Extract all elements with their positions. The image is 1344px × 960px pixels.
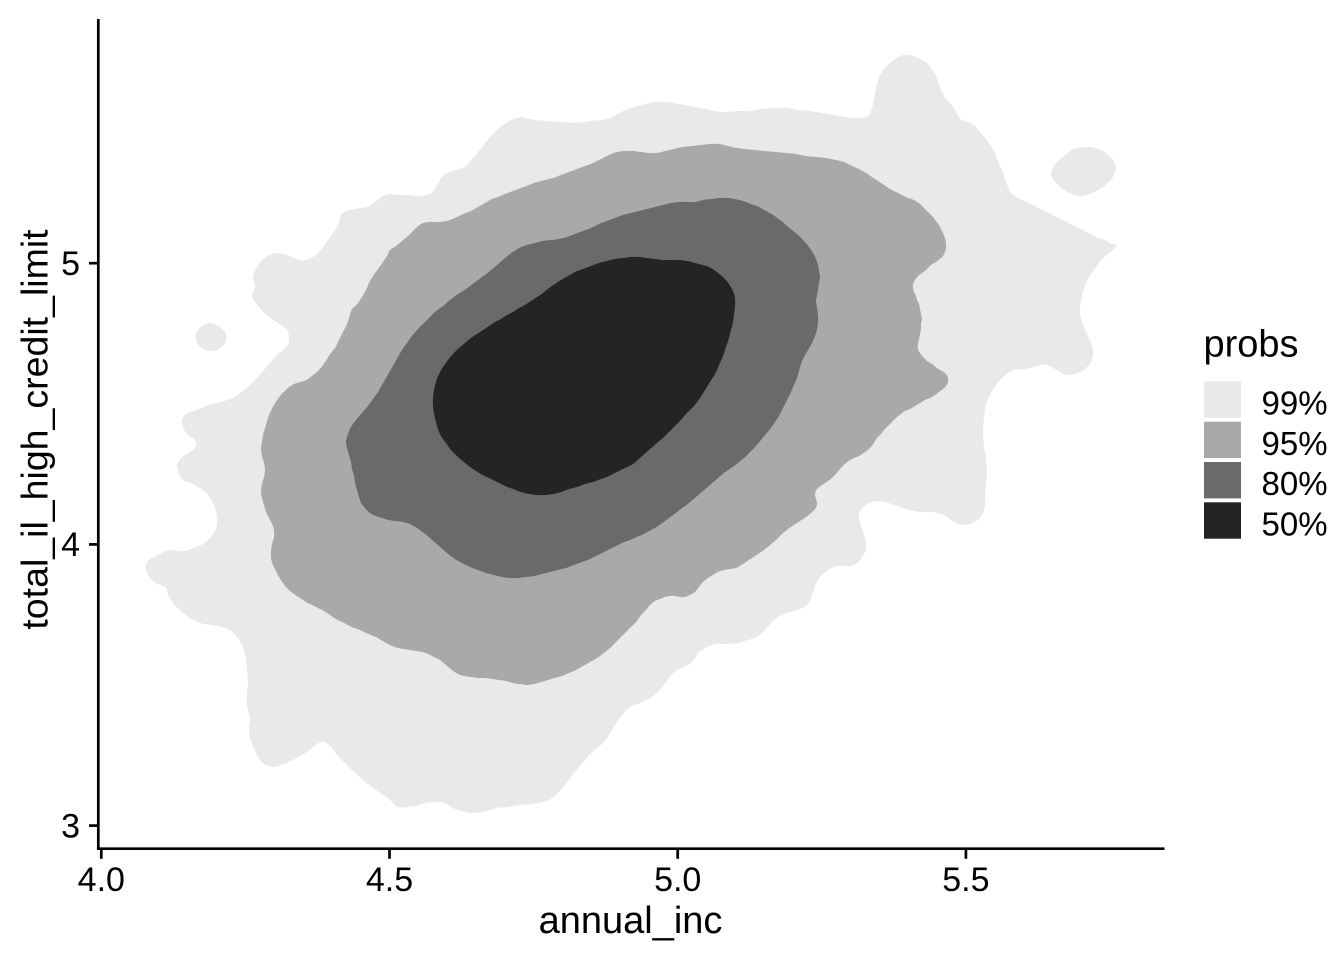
svg-text:50%: 50% (1262, 506, 1328, 543)
svg-text:4: 4 (61, 526, 80, 564)
svg-text:3: 3 (61, 807, 80, 845)
svg-text:5.5: 5.5 (942, 861, 989, 899)
svg-text:80%: 80% (1262, 465, 1328, 502)
svg-text:95%: 95% (1262, 425, 1328, 462)
svg-text:5: 5 (61, 245, 80, 283)
svg-text:4.5: 4.5 (366, 861, 413, 899)
svg-text:4.0: 4.0 (78, 861, 125, 899)
svg-text:total_il_high_credit_limit: total_il_high_credit_limit (14, 229, 56, 630)
svg-text:99%: 99% (1262, 385, 1328, 422)
svg-text:probs: probs (1204, 324, 1299, 366)
svg-text:5.0: 5.0 (654, 861, 701, 899)
svg-text:annual_inc: annual_inc (539, 900, 723, 942)
